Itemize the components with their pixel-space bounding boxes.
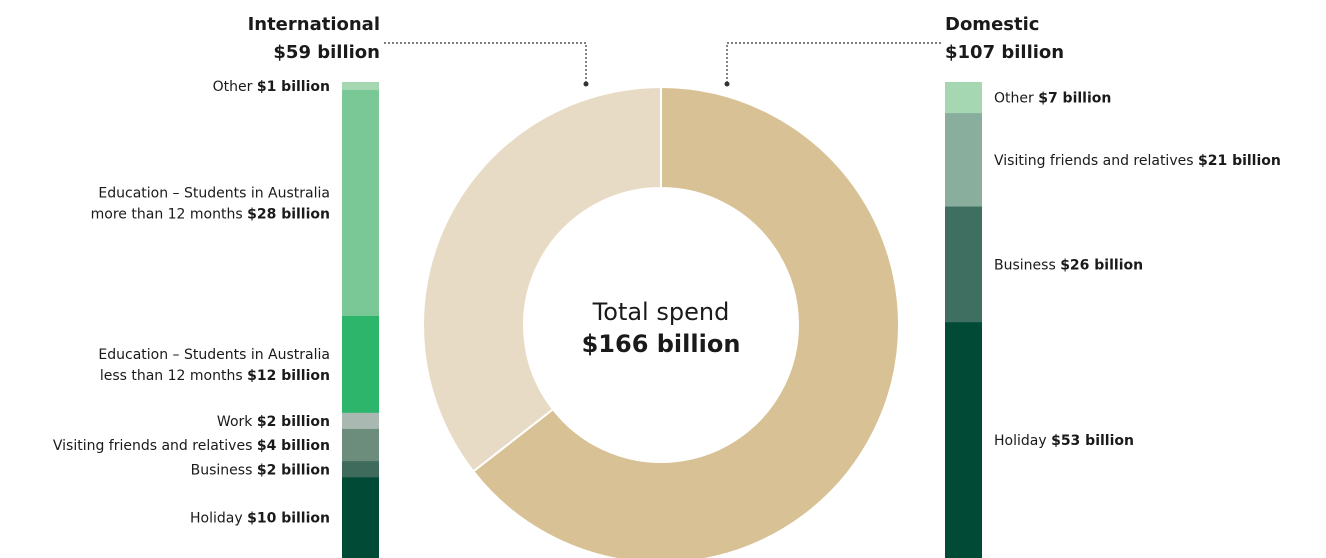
- international-stacked-bar: Other $1 billion Education – Students in …: [53, 79, 379, 558]
- international-segment-5: [342, 461, 379, 478]
- donut-slice-domestic: [471, 85, 900, 558]
- domestic-connector-dot: [724, 81, 730, 87]
- domestic-segment-1: [945, 113, 982, 208]
- international-label-1-line-1: more than 12 months $28 billion: [91, 207, 330, 223]
- connector-lines: [384, 42, 941, 87]
- donut-chart: [422, 85, 900, 558]
- center-value: $166 billion: [582, 330, 741, 358]
- international-label-3: Work $2 billion: [217, 414, 330, 430]
- domestic-title: Domestic: [945, 14, 1039, 35]
- domestic-total: $107 billion: [945, 42, 1064, 63]
- domestic-label-1: Visiting friends and relatives $21 billi…: [994, 153, 1281, 169]
- international-label-4: Visiting friends and relatives $4 billio…: [53, 438, 330, 454]
- domestic-segment-0: [945, 82, 982, 114]
- international-segment-3: [342, 412, 379, 430]
- international-segment-0: [342, 82, 379, 91]
- domestic-label-3: Holiday $53 billion: [994, 433, 1134, 449]
- international-connector: [384, 42, 587, 84]
- international-label-5: Business $2 billion: [191, 462, 330, 478]
- donut-slice-international: [422, 85, 662, 473]
- international-label-0: Other $1 billion: [213, 79, 330, 95]
- international-label-2-line-1: less than 12 months $12 billion: [100, 368, 330, 384]
- international-title: International: [248, 14, 380, 35]
- international-label-1-line-0: Education – Students in Australia: [98, 186, 330, 202]
- international-label-2-line-0: Education – Students in Australia: [98, 347, 330, 363]
- international-segment-4: [342, 428, 379, 462]
- domestic-segment-2: [945, 206, 982, 323]
- international-segment-1: [342, 90, 379, 317]
- domestic-segment-3: [945, 322, 982, 558]
- international-total: $59 billion: [273, 42, 380, 63]
- international-connector-dot: [583, 81, 589, 87]
- domestic-stacked-bar: Other $7 billion Visiting friends and rel…: [945, 82, 1281, 558]
- international-segment-6: [342, 477, 379, 558]
- domestic-label-0: Other $7 billion: [994, 91, 1111, 107]
- domestic-connector: [726, 42, 941, 84]
- center-title: Total spend: [592, 298, 730, 326]
- international-segment-2: [342, 315, 379, 414]
- international-label-6: Holiday $10 billion: [190, 511, 330, 527]
- domestic-label-2: Business $26 billion: [994, 257, 1143, 273]
